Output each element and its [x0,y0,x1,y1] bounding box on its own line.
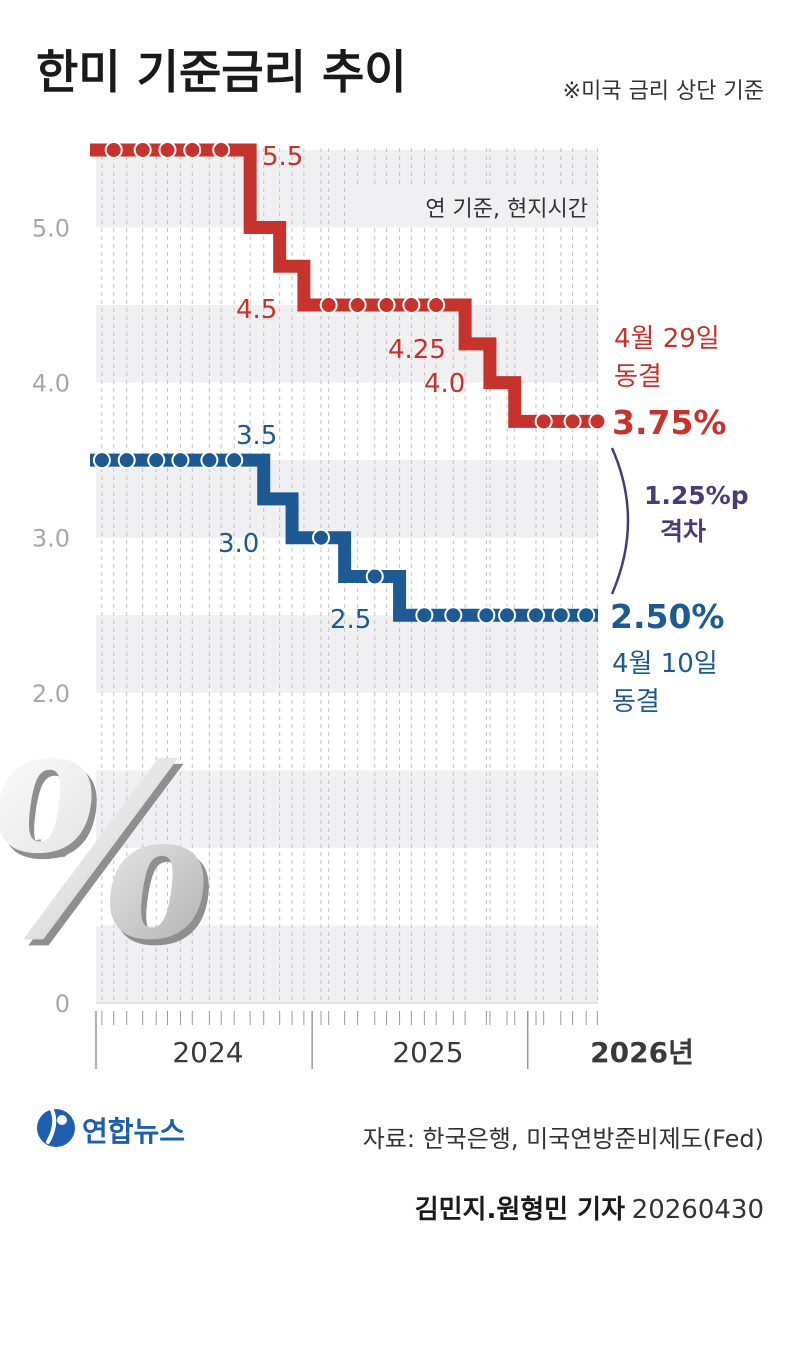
data-point-kr [147,451,166,470]
x-axis [95,1002,598,1069]
data-point-us [563,412,582,431]
data-point-us [427,296,446,315]
data-point-kr [225,451,244,470]
gap-bracket [610,447,630,595]
y-tick-label: 2.0 [32,680,70,708]
data-point-us [588,412,607,431]
kr-label-3-5: 3.5 [236,421,277,451]
us-status-text: 동결 [614,362,662,392]
band-3 [96,460,598,538]
chart-note-bg [355,186,595,224]
data-point-kr [365,567,384,586]
date-text: 20260430 [632,1195,764,1225]
data-point-kr [92,451,111,470]
svg-text:%: % [0,717,239,999]
us-label-4-5: 4.5 [236,295,277,325]
kr-label-3-0: 3.0 [218,529,259,559]
data-point-us [402,296,421,315]
data-point-us [377,296,396,315]
us-current-rate: 3.75% [612,403,727,442]
series-us [90,140,607,431]
year-label-2026: 2026년 [590,1036,694,1069]
year-label-2025: 2025 [392,1036,463,1069]
kr-label-2-5: 2.5 [330,605,371,635]
data-point-kr [577,606,596,625]
us-label-5-5: 5.5 [262,142,303,172]
data-point-kr [477,606,496,625]
data-point-us [133,140,152,159]
us-label-4-25: 4.25 [388,335,446,365]
data-point-us [158,140,177,159]
data-point-us [348,296,367,315]
decision-gridlines [101,148,598,1003]
data-point-us [104,140,123,159]
chart-note: 연 기준, 현지시간 [425,197,588,222]
year-label-2024: 2024 [172,1036,243,1069]
y-tick-label: 0 [55,990,70,1018]
us-status-date: 4월 29일 [614,324,720,354]
percent-icon: % % [0,711,239,999]
data-point-us [212,140,231,159]
data-point-kr [551,606,570,625]
gap-value: 1.25%p [644,481,749,510]
data-point-kr [200,451,219,470]
data-point-kr [117,451,136,470]
data-point-kr [312,528,331,547]
data-point-kr [498,606,517,625]
page-title: 한미 기준금리 추이 [36,45,407,99]
data-point-us [319,296,338,315]
y-tick-label: 4.0 [32,370,70,398]
series-kr [90,451,598,625]
data-point-us [534,412,553,431]
kr-current-rate: 2.50% [610,597,725,636]
gap-label: 격차 [660,517,706,546]
data-point-us [183,140,202,159]
source-text: 자료: 한국은행, 미국연방준비제도(Fed) [363,1125,764,1153]
y-tick-label: 3.0 [32,525,70,553]
data-point-kr [415,606,434,625]
data-point-kr [444,606,463,625]
logo-text: 연합뉴스 [82,1115,185,1148]
y-tick-label: 5.0 [32,215,70,243]
reporter-text: 김민지.원형민 기자 [415,1195,625,1225]
data-point-kr [526,606,545,625]
yonhap-logo-icon [37,1108,75,1147]
kr-status-text: 동결 [612,687,660,717]
header-note: ※미국 금리 상단 기준 [563,79,764,104]
y-tick-label: 1.0 [32,835,70,863]
us-label-4-0: 4.0 [424,369,465,399]
data-point-kr [171,451,190,470]
band-4 [96,305,598,383]
kr-status-date: 4월 10일 [612,649,718,679]
y-axis: 0 1.0 2.0 3.0 4.0 5.0 [32,215,70,1019]
svg-text:%: % [0,711,234,993]
